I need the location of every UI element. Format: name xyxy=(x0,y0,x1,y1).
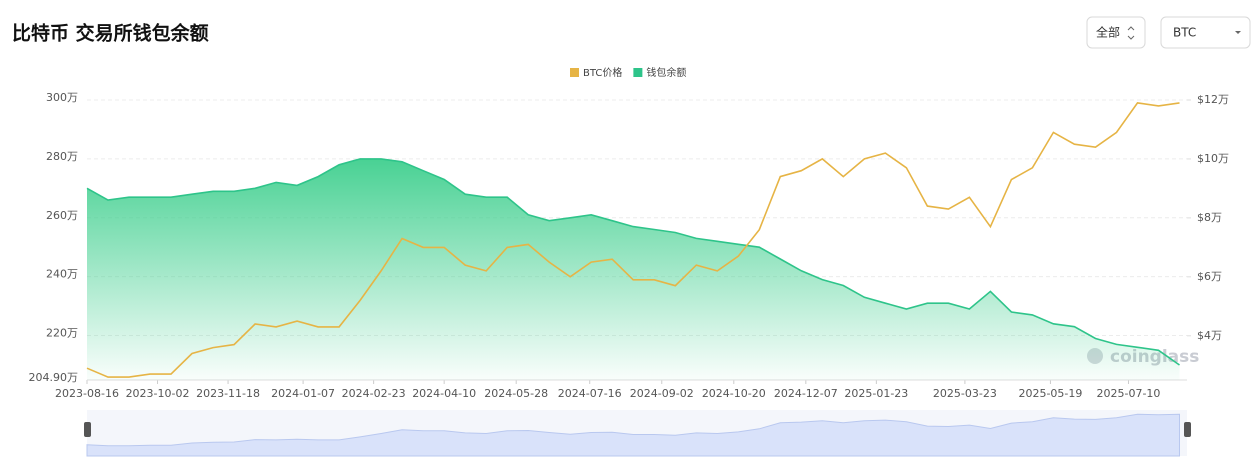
price-line xyxy=(86,102,1180,378)
legend-swatch xyxy=(633,68,643,77)
x-tick-label: 2024-07-16 xyxy=(558,387,622,400)
navigator-handle[interactable] xyxy=(1184,422,1191,437)
y-tick-label: 240万 xyxy=(46,268,78,281)
coin-select-label: BTC xyxy=(1173,26,1196,40)
x-tick-label: 2024-01-07 xyxy=(271,387,335,400)
balance-area xyxy=(87,158,1180,380)
x-tick-label: 2024-04-10 xyxy=(412,387,476,400)
navigator-area xyxy=(86,413,1180,457)
balance-line xyxy=(86,158,1180,366)
x-tick-label: 2024-12-07 xyxy=(774,387,838,400)
legend-label: BTC价格 xyxy=(583,66,622,79)
x-tick-label: 2025-01-23 xyxy=(844,387,908,400)
x-tick-label: 2024-10-20 xyxy=(702,387,766,400)
y-tick-label: 280万 xyxy=(46,150,78,163)
y2-tick-label: $4万 xyxy=(1197,329,1222,342)
x-tick-label: 2025-07-10 xyxy=(1097,387,1161,400)
y2-tick-label: $10万 xyxy=(1197,152,1229,165)
chart-title: 比特币 交易所钱包余额 xyxy=(12,22,209,45)
x-tick-label: 2025-05-19 xyxy=(1018,387,1082,400)
y-tick-label: 204.90万 xyxy=(29,371,79,384)
coin-select[interactable] xyxy=(1160,16,1251,49)
y2-tick-label: $6万 xyxy=(1197,270,1222,283)
x-tick-label: 2023-10-02 xyxy=(126,387,190,400)
range-select[interactable] xyxy=(1086,16,1146,49)
legend-label: 钱包余额 xyxy=(646,66,686,79)
y-tick-label: 260万 xyxy=(46,209,78,222)
legend-swatch xyxy=(570,68,579,77)
x-tick-label: 2024-09-02 xyxy=(630,387,694,400)
x-tick-label: 2023-08-16 xyxy=(55,387,119,400)
y2-tick-label: $12万 xyxy=(1197,93,1229,106)
x-tick-label: 2025-03-23 xyxy=(933,387,997,400)
select-icon xyxy=(1127,26,1135,40)
x-tick-label: 2023-11-18 xyxy=(196,387,260,400)
select-caret xyxy=(1235,31,1241,34)
range-select-label: 全部 xyxy=(1096,25,1120,40)
y2-tick-label: $8万 xyxy=(1197,211,1222,224)
x-tick-label: 2024-02-23 xyxy=(342,387,406,400)
x-tick-label: 2024-05-28 xyxy=(484,387,548,400)
y-tick-label: 300万 xyxy=(46,91,78,104)
navigator-handle[interactable] xyxy=(84,422,91,437)
y-tick-label: 220万 xyxy=(46,327,78,340)
